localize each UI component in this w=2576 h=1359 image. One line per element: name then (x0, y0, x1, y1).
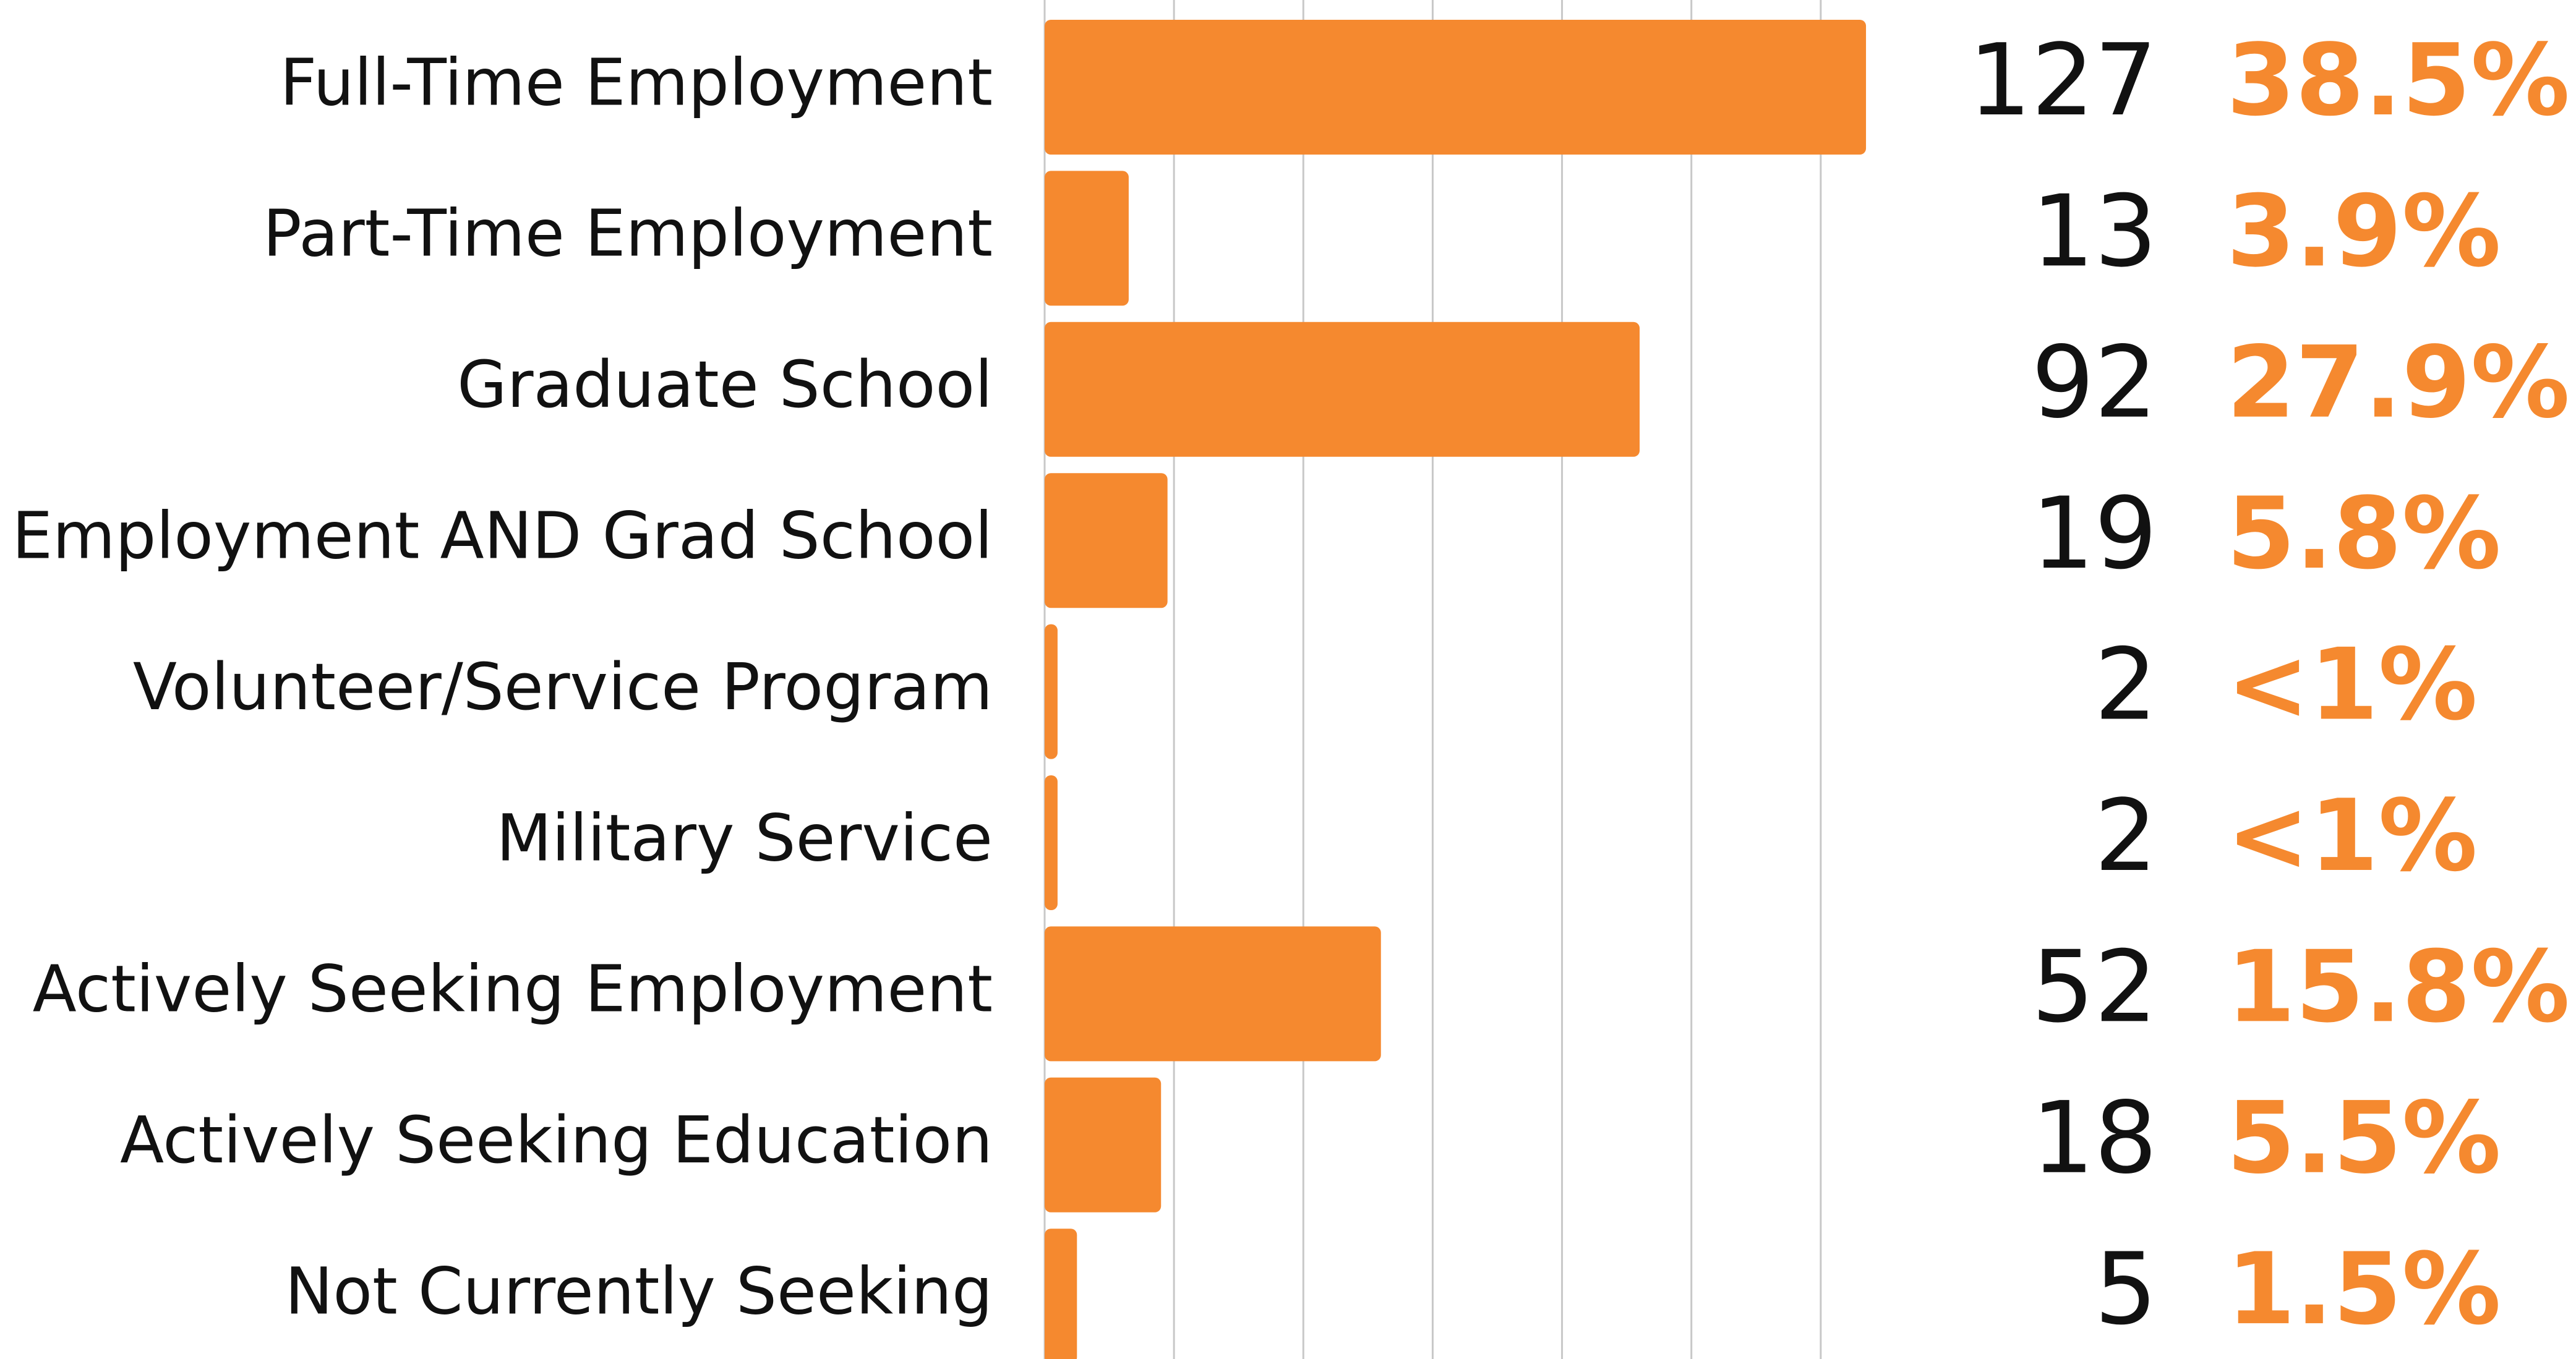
count-label: 19 (2031, 475, 2157, 591)
bar (1045, 473, 1168, 608)
bar (1045, 322, 1640, 457)
bar (1045, 1229, 1077, 1359)
category-label: Actively Seeking Education (120, 1102, 993, 1178)
percentage-label: 5.5% (2227, 1080, 2501, 1196)
category-label: Volunteer/Service Program (133, 649, 993, 725)
count-label: 127 (1969, 22, 2157, 138)
count-label: 18 (2031, 1080, 2157, 1196)
count-label: 52 (2031, 929, 2157, 1044)
percentage-label: <1% (2227, 778, 2478, 893)
category-label: Part-Time Employment (263, 196, 993, 271)
count-label: 2 (2094, 627, 2157, 743)
category-label: Actively Seeking Employment (33, 952, 993, 1027)
percentage-label: 5.8% (2227, 475, 2501, 591)
count-label: 2 (2094, 778, 2157, 893)
bar (1045, 775, 1058, 910)
bar (1045, 926, 1381, 1062)
bar (1045, 624, 1058, 759)
percentage-label: 15.8% (2227, 929, 2570, 1044)
bar (1045, 20, 1867, 155)
percentage-label: <1% (2227, 627, 2478, 743)
category-label: Employment AND Grad School (12, 498, 993, 574)
count-label: 92 (2031, 325, 2157, 440)
category-label: Graduate School (457, 347, 993, 422)
category-label: Not Currently Seeking (285, 1254, 993, 1329)
bar (1045, 171, 1129, 306)
category-label: Full-Time Employment (280, 45, 993, 120)
category-label: Military Service (496, 800, 993, 875)
count-label: 13 (2031, 173, 2157, 289)
percentage-label: 38.5% (2227, 22, 2570, 138)
bar (1045, 1077, 1162, 1212)
percentage-label: 3.9% (2227, 173, 2501, 289)
count-label: 5 (2094, 1231, 2157, 1347)
percentage-label: 27.9% (2227, 325, 2570, 440)
percentage-label: 1.5% (2227, 1231, 2501, 1347)
